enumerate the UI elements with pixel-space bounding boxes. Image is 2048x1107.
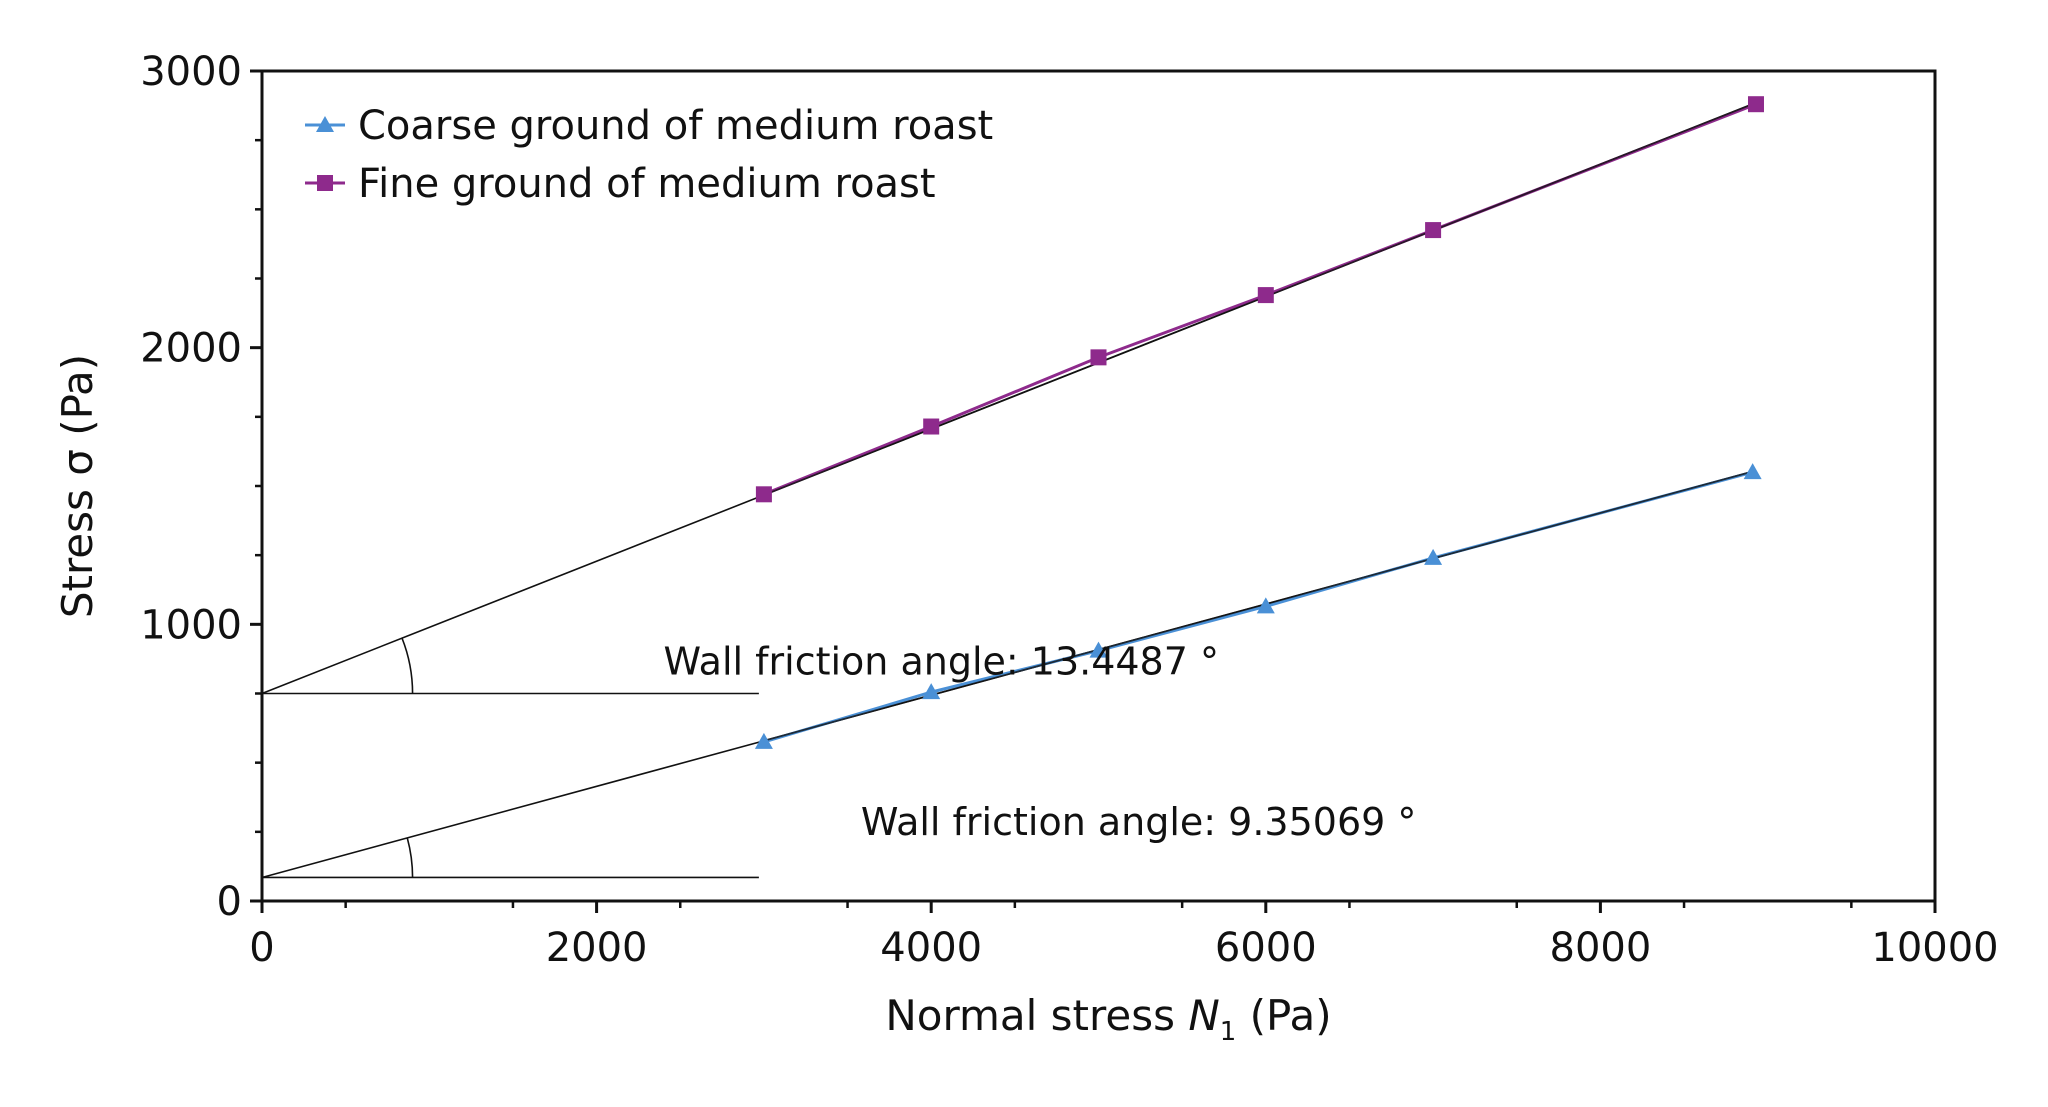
data-point-triangle — [1743, 463, 1762, 480]
x-tick-label: 10000 — [1871, 925, 1998, 971]
legend-marker-triangle — [316, 116, 334, 132]
y-tick-label: 0 — [217, 879, 242, 925]
data-point-square — [923, 418, 940, 435]
x-tick-label: 2000 — [546, 925, 648, 971]
data-point-square — [755, 486, 772, 503]
x-label-xlabel_sub: 1 — [1220, 1017, 1237, 1047]
angle-arc — [401, 637, 414, 694]
x-label-xlabel: Normal stress — [885, 991, 1175, 1040]
y-tick-label: 2000 — [140, 326, 242, 372]
data-point-triangle — [1424, 548, 1443, 565]
data-point-square — [1257, 287, 1274, 304]
annotation: Wall friction angle: 13.4487 ° — [664, 639, 1219, 683]
annotation: Wall friction angle: 9.35069 ° — [861, 800, 1416, 844]
x-tick-label: 0 — [249, 925, 274, 971]
y-axis-label: Stress σ (Pa) — [53, 354, 102, 618]
data-point-triangle — [1089, 641, 1108, 658]
data-point-square — [1425, 222, 1442, 239]
legend-marker-square — [317, 175, 333, 191]
legend-label: Fine ground of medium roast — [358, 161, 936, 207]
data-point-triangle — [922, 683, 941, 700]
y-tick-label: 1000 — [140, 602, 242, 648]
y-tick-label: 3000 — [140, 49, 242, 95]
data-point-square — [1747, 96, 1764, 113]
x-tick-label: 6000 — [1215, 925, 1317, 971]
x-tick-label: 4000 — [880, 925, 982, 971]
data-point-square — [1090, 349, 1107, 366]
data-point-triangle — [1256, 597, 1275, 614]
angle-arc — [406, 837, 414, 878]
legend-label: Coarse ground of medium roast — [358, 103, 993, 149]
x-axis-label: Normal stress N1 (Pa) — [885, 991, 1331, 1047]
x-tick-label: 8000 — [1550, 925, 1652, 971]
x-label-xlabel_unit: (Pa) — [1236, 991, 1331, 1040]
data-point-triangle — [754, 732, 773, 749]
x-label-xlabel_symbol: N — [1175, 991, 1220, 1040]
fit-overlay — [763, 470, 1753, 742]
